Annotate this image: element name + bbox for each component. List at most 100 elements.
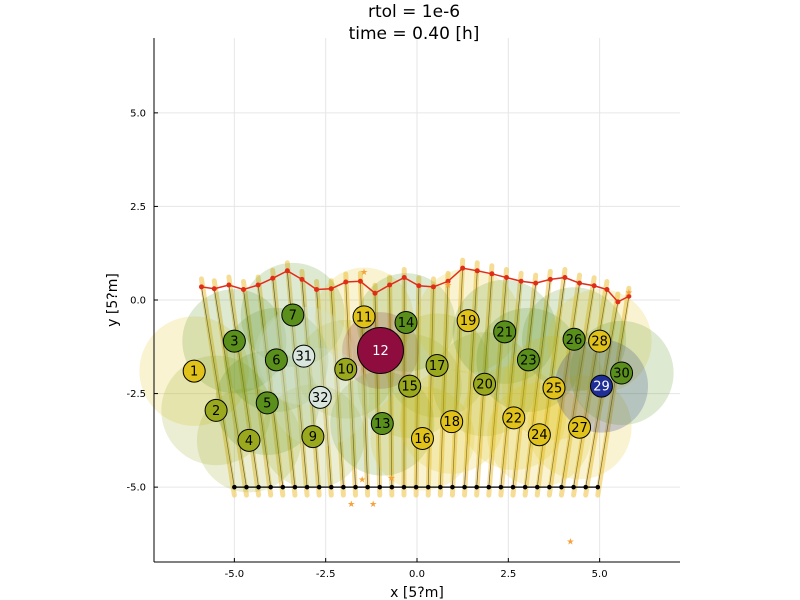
cell-4: 4 [237,428,261,452]
x-tick-label: -5.0 [225,569,245,580]
fiber-line [464,270,478,488]
cell-18: 18 [440,410,464,434]
cell-label-19: 19 [460,314,477,329]
cell-circle-6 [264,348,288,372]
apical-point [372,290,378,296]
basal-point [292,484,298,490]
cell-19: 19 [456,309,480,333]
cell-circle-4 [237,428,261,452]
cell-label-30: 30 [613,366,630,381]
cell-circle-11 [352,305,376,329]
cell-13: 13 [370,412,394,436]
cell-circle-29 [589,374,613,398]
cell-label-11: 11 [356,310,373,325]
apical-point [547,276,553,282]
basal-line [232,484,601,490]
fiber-line [243,289,272,488]
cell-20: 20 [473,372,497,396]
apical-point [577,280,583,286]
basal-point [450,484,455,490]
fiber-line [561,285,595,488]
basal-point [559,484,564,490]
star-marker: ★ [347,500,355,510]
basal-point [401,484,407,490]
cell-3: 3 [222,329,246,353]
cell-circle-2 [204,398,228,422]
fiber-line [272,278,296,488]
cell-16: 16 [410,426,434,450]
basal-point [365,484,370,490]
apical-point [533,280,539,286]
axes: -5.0 -2.5 0.0 2.5 5.0 -5.0 -2.5 0.0 2.5 5.0 [126,38,680,580]
apical-point [255,282,261,288]
basal-point [547,484,552,490]
star-marker: ★ [369,500,377,510]
cell-label-23: 23 [520,353,537,368]
cell-circle-27 [568,415,592,439]
star-marker: ★ [625,289,633,299]
cell-12: 12 [356,327,404,375]
cell-14: 14 [394,310,418,334]
cell-circle-25 [542,376,566,400]
fiber-line [427,286,434,488]
x-tick-label: -2.5 [316,569,336,580]
x-axis-label: x [5?m] [390,585,444,600]
cell-circle-22 [502,406,526,430]
fiber-line [228,284,259,488]
basal-point [280,484,286,490]
cell-10: 10 [334,357,358,381]
y-tick-label: 2.5 [130,202,146,213]
cell-27: 27 [568,415,592,439]
apical-point [503,275,509,281]
fiber-line [201,286,235,488]
apical-point [270,275,276,281]
x-tick-label: 5.0 [592,569,608,580]
fiber-line [488,277,507,488]
apical-point [284,268,290,274]
cell-label-10: 10 [337,363,354,378]
basal-point [304,484,310,490]
cell-circle-10 [334,357,358,381]
star-marker: ★ [566,537,574,547]
star-marker: ★ [387,474,395,484]
apical-point [226,282,232,288]
cell-label-31: 31 [295,350,312,365]
star-marker: ★ [360,268,368,278]
cell-label-9: 9 [309,430,317,445]
cell-label-32: 32 [312,391,329,406]
apical-point [591,283,597,289]
cell-21: 21 [493,320,517,344]
chart-title-line-1: rtol = 1e-6 [368,2,460,22]
cell-label-29: 29 [593,380,610,395]
apical-point [387,282,393,288]
cell-circle-21 [493,320,517,344]
cell-circle-5 [255,391,279,415]
fiber-line [374,293,381,488]
basal-point [377,484,383,490]
cell-24: 24 [527,423,551,447]
fiber-line [345,282,356,488]
cell-label-12: 12 [372,344,389,359]
cell-label-4: 4 [245,434,253,449]
cell-7: 7 [281,303,305,327]
cell-1: 1 [182,359,206,383]
fiber-line [330,288,344,488]
fiber-line [452,268,464,488]
cell-label-26: 26 [566,333,583,348]
apical-point [489,271,495,277]
cell-label-16: 16 [414,432,431,447]
basal-point [256,484,261,490]
cell-circle-18 [440,410,464,434]
apical-point [615,299,621,305]
cell-label-15: 15 [401,380,418,395]
basal-point [425,484,431,490]
star-marker: ★ [358,476,366,486]
basal-point [268,484,274,490]
cell-circle-19 [456,309,480,333]
cell-15: 15 [398,374,422,398]
apical-point [198,284,204,290]
fiber-line [213,288,247,488]
fiber-line [439,281,449,488]
fiber-line [301,279,320,488]
